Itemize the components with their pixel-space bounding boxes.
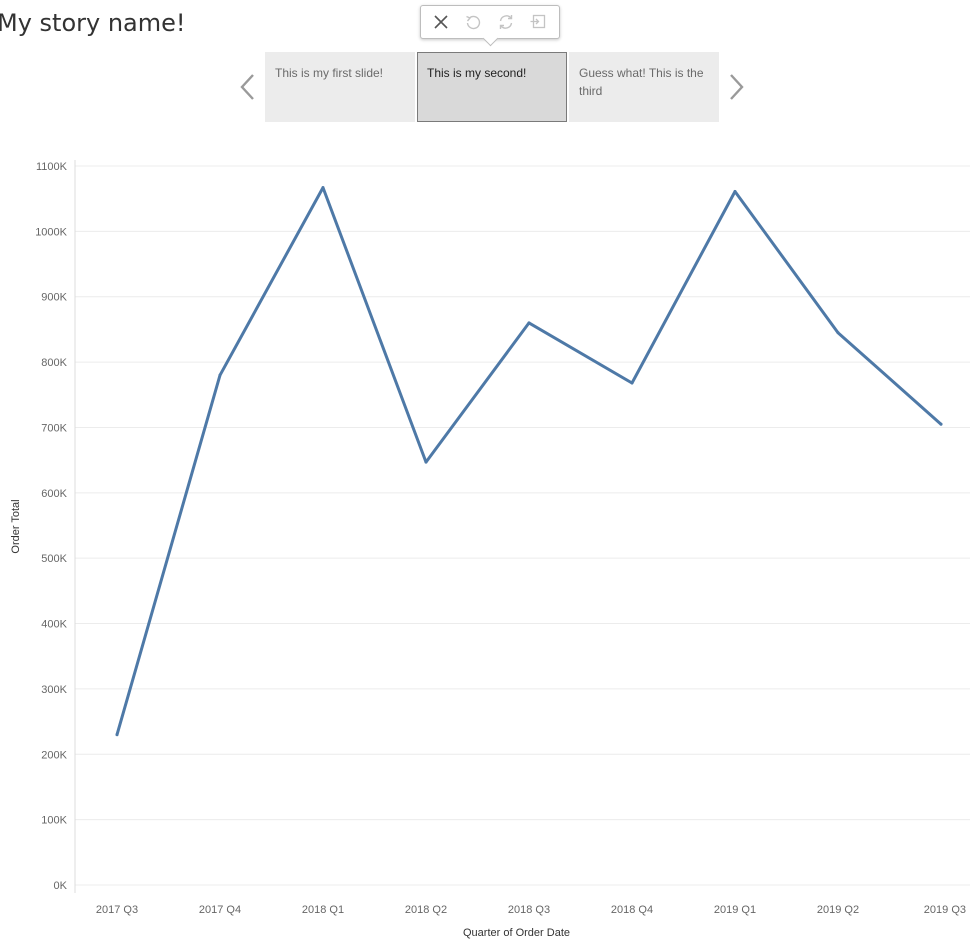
x-tick-label: 2017 Q4 bbox=[199, 904, 241, 916]
data-point bbox=[218, 373, 222, 377]
y-tick-label: 200K bbox=[41, 749, 67, 761]
y-tick-label: 500K bbox=[41, 553, 67, 565]
x-tick-label: 2019 Q1 bbox=[714, 904, 756, 916]
data-point bbox=[836, 331, 840, 335]
data-point bbox=[424, 460, 428, 464]
story-point-3[interactable]: Guess what! This is the third bbox=[569, 52, 719, 122]
x-tick-label: 2018 Q1 bbox=[302, 904, 344, 916]
data-points bbox=[115, 186, 943, 737]
x-tick-label: 2018 Q4 bbox=[611, 904, 653, 916]
y-tick-label: 400K bbox=[41, 619, 67, 631]
y-tick-label: 600K bbox=[41, 488, 67, 500]
x-tick-label: 2017 Q3 bbox=[96, 904, 138, 916]
y-axis-ticks: 0K 100K 200K 300K 400K 500K 600K 700K 800K 900K 10… bbox=[35, 161, 67, 892]
y-tick-label: 800K bbox=[41, 357, 67, 369]
y-tick-label: 1100K bbox=[36, 161, 68, 173]
revert-icon[interactable] bbox=[494, 10, 518, 34]
x-tick-label: 2019 Q2 bbox=[817, 904, 859, 916]
story-point-caption: This is my first slide! bbox=[275, 66, 384, 80]
data-point bbox=[733, 189, 737, 193]
previous-point-arrow-icon[interactable] bbox=[238, 72, 258, 102]
data-point bbox=[939, 422, 943, 426]
close-icon[interactable] bbox=[429, 10, 453, 34]
data-point bbox=[527, 321, 531, 325]
y-tick-label: 100K bbox=[41, 815, 67, 827]
gridlines bbox=[75, 165, 970, 886]
data-point bbox=[630, 381, 634, 385]
story-point-caption: This is my second! bbox=[427, 66, 527, 80]
y-tick-label: 300K bbox=[41, 684, 67, 696]
story-title: My story name! bbox=[0, 9, 186, 37]
story-toolbar bbox=[420, 5, 560, 39]
data-point bbox=[115, 733, 119, 737]
next-point-arrow-icon[interactable] bbox=[726, 72, 746, 102]
y-tick-label: 1000K bbox=[35, 226, 67, 238]
y-axis-title: Order Total bbox=[10, 499, 22, 553]
story-point-1[interactable]: This is my first slide! bbox=[265, 52, 415, 122]
y-tick-label: 900K bbox=[41, 292, 67, 304]
story-point-2[interactable]: This is my second! bbox=[417, 52, 567, 122]
y-tick-label: 0K bbox=[54, 880, 68, 892]
update-icon[interactable] bbox=[527, 10, 551, 34]
story-point-caption: Guess what! This is the third bbox=[579, 66, 704, 98]
undo-icon[interactable] bbox=[462, 10, 486, 34]
y-tick-label: 700K bbox=[41, 422, 67, 434]
x-axis-ticks: 2017 Q3 2017 Q4 2018 Q1 2018 Q2 2018 Q3 2018 … bbox=[96, 904, 966, 916]
x-tick-label: 2019 Q3 bbox=[924, 904, 966, 916]
series-line bbox=[115, 186, 943, 737]
data-point bbox=[321, 186, 325, 190]
x-axis-title: Quarter of Order Date bbox=[463, 927, 570, 939]
x-tick-label: 2018 Q3 bbox=[508, 904, 550, 916]
x-tick-label: 2018 Q2 bbox=[405, 904, 447, 916]
